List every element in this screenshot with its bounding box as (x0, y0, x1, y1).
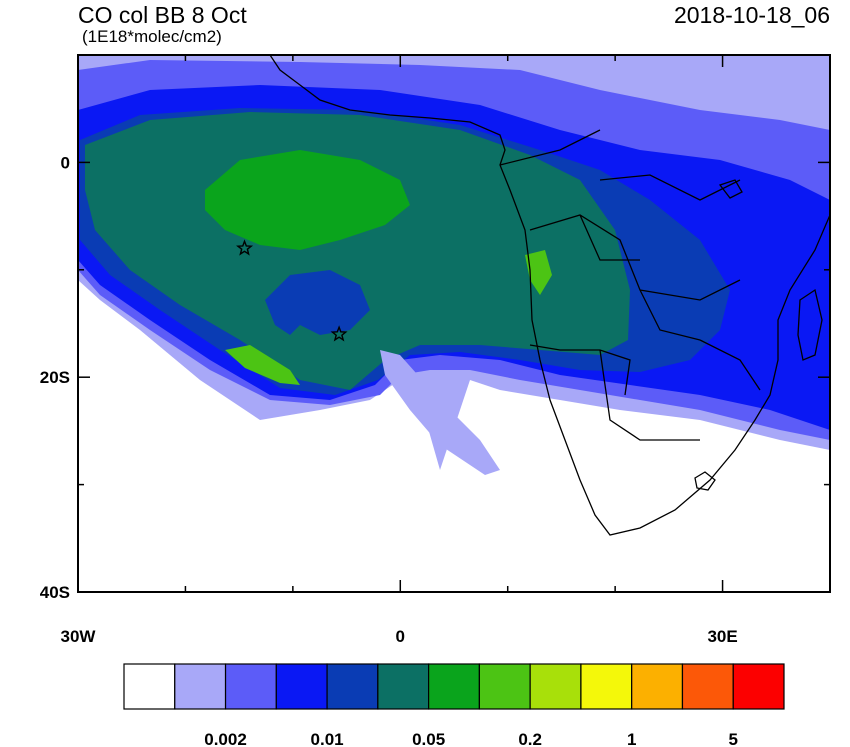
x-tick-label: 0 (396, 627, 405, 646)
plot-frame (77, 54, 831, 593)
madagascar (797, 288, 823, 361)
star-marker-2 (330, 325, 348, 342)
colorbar-swatch (580, 663, 633, 710)
africa-coastline (269, 55, 830, 536)
colorbar-label: 0.2 (518, 730, 542, 747)
y-tick-label: 20S (40, 368, 70, 387)
coastlines (269, 55, 830, 536)
colorbar-swatch (174, 663, 227, 710)
datetime-label: 2018-10-18_06 (673, 2, 830, 28)
markers-layer (236, 239, 348, 342)
colorbar-swatch (377, 663, 430, 710)
country-borders (499, 129, 761, 441)
colorbar-swatch (428, 663, 480, 710)
colorbar-label: 5 (728, 730, 737, 747)
colorbar-label: 0.05 (412, 730, 445, 747)
lesotho-border (694, 471, 716, 491)
colorbar-label: 1 (627, 730, 636, 747)
colorbar-swatch (478, 663, 531, 710)
x-tick-label: 30E (707, 627, 737, 646)
plume-filament-2 (525, 250, 552, 295)
colorbar-swatch (123, 663, 176, 710)
star-marker-1 (236, 239, 254, 256)
colorbar-swatch (529, 663, 582, 710)
co-plume (78, 55, 830, 475)
plume-filament-1 (225, 345, 300, 385)
colorbar-label: 0.002 (204, 730, 247, 747)
colorbar-swatch (681, 663, 734, 710)
lake-victoria (718, 179, 743, 199)
colorbar: 0.002 0.01 0.05 0.2 1 5 (123, 663, 785, 747)
plume-tail-1 (380, 350, 500, 475)
colorbar-swatch (275, 663, 328, 710)
y-tick-label: 0 (61, 153, 70, 172)
colorbar-swatch (631, 663, 684, 710)
x-tick-label: 30W (61, 627, 97, 646)
colorbar-swatch (326, 663, 379, 710)
map-title: CO col BB 8 Oct (78, 2, 247, 28)
colorbar-swatch (224, 663, 277, 710)
units-label: (1E18*molec/cm2) (82, 27, 222, 46)
plume-level-05 (205, 150, 410, 250)
colorbar-swatch (732, 663, 785, 710)
y-tick-label: 40S (40, 583, 70, 602)
axis-ticks: 30W 0 30E 0 20S 40S (40, 54, 831, 646)
plume-swirl (265, 270, 370, 335)
colorbar-label: 0.01 (311, 730, 344, 747)
